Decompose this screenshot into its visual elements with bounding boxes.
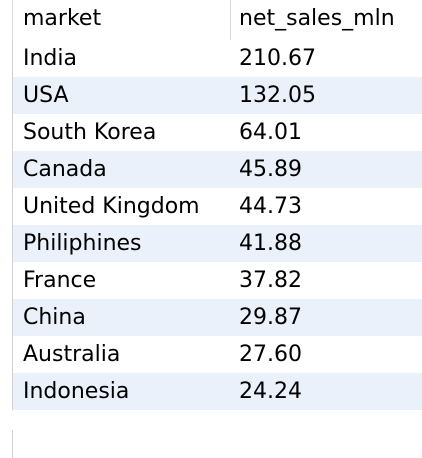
market-cell[interactable]: Philiphines <box>23 231 142 256</box>
column-header-market[interactable]: market <box>13 0 231 40</box>
table-header: market net_sales_mln <box>0 0 422 40</box>
net-sales-cell[interactable]: 37.82 <box>239 268 302 293</box>
table-row[interactable]: Canada 45.89 <box>0 151 422 188</box>
market-cell[interactable]: Canada <box>23 157 107 182</box>
net-sales-cell[interactable]: 132.05 <box>239 83 316 108</box>
table-row[interactable]: Philiphines 41.88 <box>0 225 422 262</box>
table-row[interactable]: South Korea 64.01 <box>0 114 422 151</box>
market-cell[interactable]: United Kingdom <box>23 194 200 219</box>
result-grid: market net_sales_mln India 210.67 USA 13… <box>0 0 422 410</box>
column-header-net-sales-mln[interactable]: net_sales_mln <box>239 6 395 31</box>
market-cell[interactable]: Indonesia <box>23 379 130 404</box>
table-row[interactable]: France 37.82 <box>0 262 422 299</box>
table-row[interactable]: China 29.87 <box>0 299 422 336</box>
row-selector[interactable] <box>0 373 13 410</box>
row-selector[interactable] <box>0 188 13 225</box>
row-selector[interactable] <box>0 299 13 336</box>
net-sales-cell[interactable]: 45.89 <box>239 157 302 182</box>
row-selector-header[interactable] <box>0 0 13 40</box>
market-cell[interactable]: India <box>23 46 77 71</box>
row-selector[interactable] <box>0 40 13 77</box>
net-sales-cell[interactable]: 64.01 <box>239 120 302 145</box>
row-selector[interactable] <box>0 77 13 114</box>
table-row[interactable]: United Kingdom 44.73 <box>0 188 422 225</box>
net-sales-cell[interactable]: 27.60 <box>239 342 302 367</box>
table-row[interactable]: Indonesia 24.24 <box>0 373 422 410</box>
row-selector[interactable] <box>0 151 13 188</box>
market-cell[interactable]: South Korea <box>23 120 157 145</box>
row-selector[interactable] <box>0 225 13 262</box>
row-selector[interactable] <box>0 336 13 373</box>
gutter-filler <box>0 430 13 458</box>
market-cell[interactable]: USA <box>23 83 69 108</box>
net-sales-cell[interactable]: 44.73 <box>239 194 302 219</box>
market-cell[interactable]: Australia <box>23 342 121 367</box>
net-sales-cell[interactable]: 210.67 <box>239 46 316 71</box>
row-selector[interactable] <box>0 262 13 299</box>
market-cell[interactable]: France <box>23 268 97 293</box>
net-sales-cell[interactable]: 41.88 <box>239 231 302 256</box>
row-selector[interactable] <box>0 114 13 151</box>
table-row[interactable]: India 210.67 <box>0 40 422 77</box>
table-row[interactable]: Australia 27.60 <box>0 336 422 373</box>
net-sales-cell[interactable]: 29.87 <box>239 305 302 330</box>
net-sales-cell[interactable]: 24.24 <box>239 379 302 404</box>
market-cell[interactable]: China <box>23 305 86 330</box>
table-row[interactable]: USA 132.05 <box>0 77 422 114</box>
